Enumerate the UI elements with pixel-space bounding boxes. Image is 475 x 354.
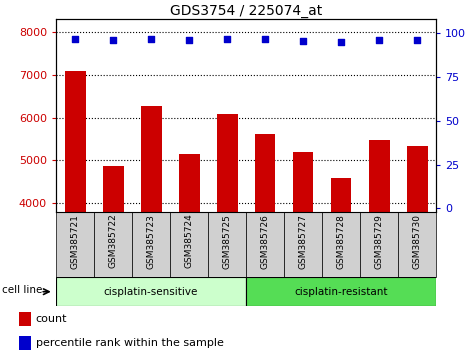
Bar — [407, 146, 428, 354]
Text: GSM385729: GSM385729 — [375, 214, 383, 269]
Bar — [132, 212, 170, 277]
Bar — [360, 212, 398, 277]
Bar — [56, 277, 246, 306]
Text: GSM385722: GSM385722 — [109, 214, 117, 268]
Bar — [255, 134, 276, 354]
Bar — [19, 312, 31, 326]
Bar — [179, 154, 200, 354]
Text: GSM385727: GSM385727 — [299, 214, 307, 269]
Text: count: count — [36, 314, 67, 324]
Point — [71, 36, 79, 41]
Point — [413, 38, 421, 43]
Text: GSM385730: GSM385730 — [413, 214, 421, 269]
Bar — [170, 212, 208, 277]
Bar — [331, 177, 352, 354]
Bar — [369, 139, 390, 354]
Point — [337, 39, 345, 45]
Bar — [56, 212, 94, 277]
Text: GSM385728: GSM385728 — [337, 214, 345, 269]
Title: GDS3754 / 225074_at: GDS3754 / 225074_at — [170, 5, 322, 18]
Text: GSM385726: GSM385726 — [261, 214, 269, 269]
Bar — [246, 212, 284, 277]
Bar — [65, 71, 86, 354]
Point — [299, 39, 307, 44]
Bar — [293, 152, 314, 354]
Bar — [322, 212, 360, 277]
Text: GSM385723: GSM385723 — [147, 214, 155, 269]
Bar — [19, 336, 31, 350]
Point — [261, 36, 269, 41]
Text: cisplatin-sensitive: cisplatin-sensitive — [104, 287, 198, 297]
Point — [375, 38, 383, 43]
Point — [185, 38, 193, 43]
Bar — [246, 277, 436, 306]
Bar — [284, 212, 322, 277]
Point — [223, 36, 231, 41]
Bar — [217, 114, 238, 354]
Bar — [141, 106, 162, 354]
Bar — [208, 212, 246, 277]
Point — [109, 38, 117, 43]
Bar — [398, 212, 436, 277]
Text: GSM385721: GSM385721 — [71, 214, 79, 269]
Bar — [103, 166, 124, 354]
Text: cell line: cell line — [2, 285, 43, 295]
Point — [147, 36, 155, 41]
Bar — [94, 212, 132, 277]
Text: GSM385725: GSM385725 — [223, 214, 231, 269]
Text: percentile rank within the sample: percentile rank within the sample — [36, 338, 224, 348]
Text: cisplatin-resistant: cisplatin-resistant — [294, 287, 388, 297]
Text: GSM385724: GSM385724 — [185, 214, 193, 268]
